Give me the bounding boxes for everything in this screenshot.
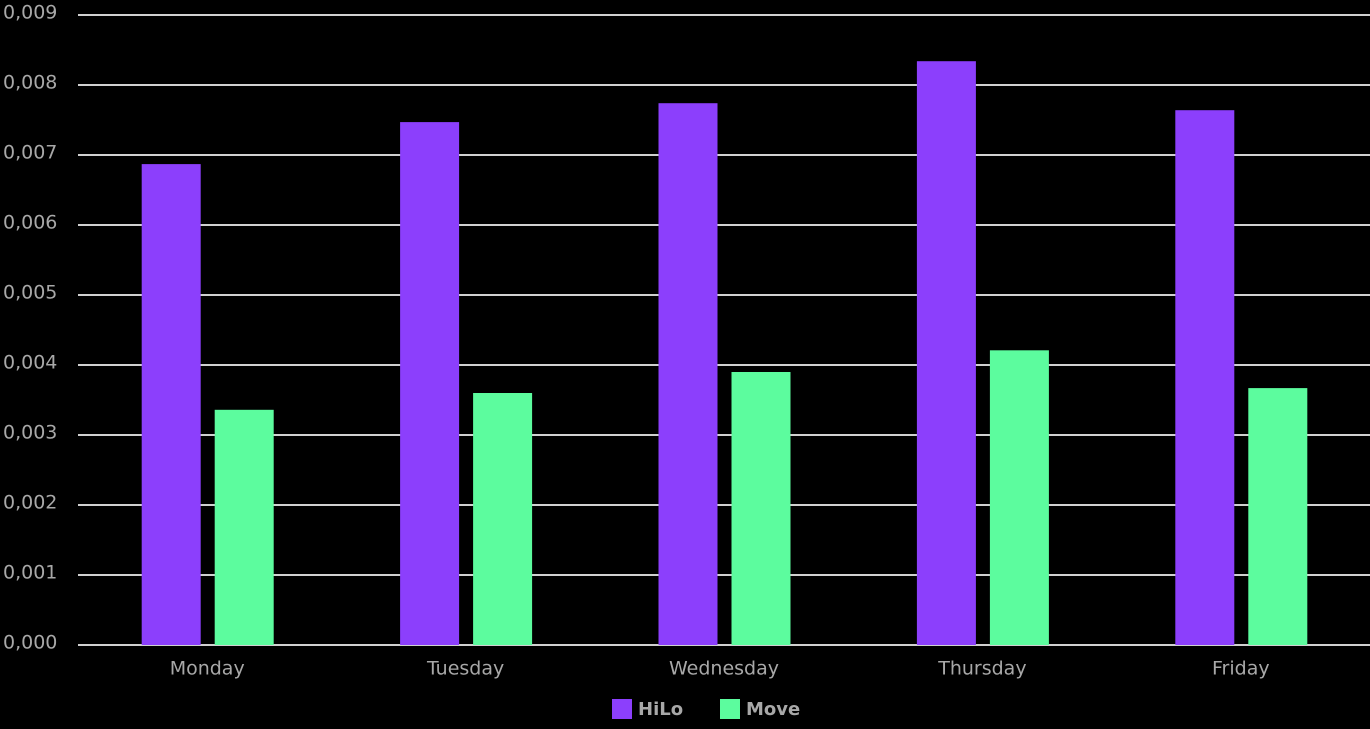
legend-swatch xyxy=(612,699,632,719)
y-tick-label: 0,005 xyxy=(3,282,57,304)
y-tick-label: 0,004 xyxy=(3,352,57,374)
legend-label: HiLo xyxy=(638,699,683,720)
y-tick-label: 0,003 xyxy=(3,422,57,444)
bar xyxy=(141,164,201,645)
x-tick-label: Tuesday xyxy=(426,658,504,680)
y-tick-label: 0,007 xyxy=(3,142,57,164)
bar xyxy=(731,372,791,645)
y-tick-label: 0,002 xyxy=(3,492,57,514)
y-tick-label: 0,009 xyxy=(3,2,57,24)
bar xyxy=(473,393,533,645)
bar xyxy=(658,103,718,645)
legend-label: Move xyxy=(746,699,800,720)
y-tick-label: 0,008 xyxy=(3,72,57,94)
bar xyxy=(989,350,1049,645)
x-tick-label: Wednesday xyxy=(669,658,779,680)
y-tick-label: 0,001 xyxy=(3,562,57,584)
y-tick-label: 0,000 xyxy=(3,632,57,654)
x-tick-label: Monday xyxy=(170,658,245,680)
bar xyxy=(1248,388,1308,645)
bar xyxy=(214,409,274,645)
bar xyxy=(1175,110,1235,645)
x-tick-label: Friday xyxy=(1212,658,1270,680)
x-tick-label: Thursday xyxy=(937,658,1026,680)
bar xyxy=(400,122,460,646)
legend-swatch xyxy=(720,699,740,719)
bar xyxy=(916,61,976,645)
y-tick-label: 0,006 xyxy=(3,212,57,234)
